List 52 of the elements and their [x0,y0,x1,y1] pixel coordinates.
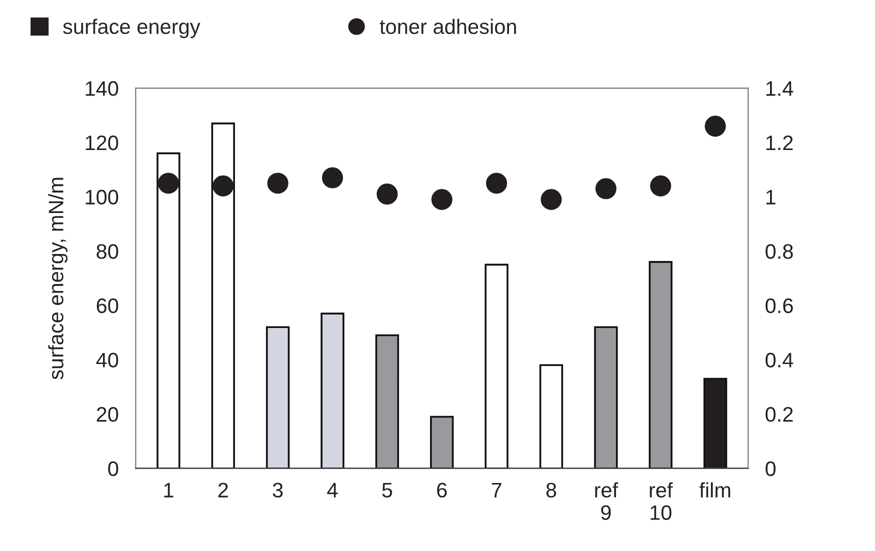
x-tick-label: 1 [164,483,174,498]
bar [594,326,618,468]
y2-tick-label: 0.2 [766,407,793,422]
y-tick-label: 100 [86,190,118,205]
point [650,175,672,196]
y-tick-label: 0 [108,461,118,476]
legend-label: toner adhesion [380,18,516,34]
y2-tick-label: 1.2 [766,135,793,150]
bar [266,326,290,468]
x-tick-label: 4 [327,483,338,498]
y2-tick-label: 1.4 [766,81,794,96]
x-tick-label: ref 9 [595,482,618,520]
x-tick-label: 2 [218,482,228,498]
point [158,172,179,194]
y2-tick-label: 0.4 [766,352,794,368]
x-tick-label: 7 [492,483,502,498]
bar [430,416,454,468]
point [595,178,616,200]
point [212,175,234,196]
x-tick-label: ref 10 [650,482,673,520]
bar [703,378,728,468]
point [540,188,562,210]
point [486,172,508,194]
bar [156,152,180,468]
point [267,172,288,194]
y-tick-label: 20 [96,407,118,422]
legend-label: surface energy [63,18,200,38]
bar [484,264,508,468]
bar [320,312,344,468]
y-tick-label: 140 [86,81,118,96]
y-tick-label: 40 [96,352,118,368]
x-tick-label: 6 [437,482,447,498]
point [431,188,452,210]
x-tick-label: film [699,482,730,498]
x-tick-label: 8 [546,482,556,498]
y2-tick-label: 0.8 [766,244,793,259]
y-tick-label: 60 [96,298,118,314]
bar [211,122,235,468]
y2-tick-label: 1 [766,190,776,204]
point [322,167,344,188]
bar [648,261,672,468]
y-tick-label: 80 [96,244,118,259]
point [376,184,398,205]
x-tick-label: 5 [382,483,392,498]
y2-tick-label: 0 [766,461,776,476]
y2-tick-label: 0.6 [766,298,793,314]
y-axis-title: surface energy, mN/m [48,178,68,380]
bar [375,334,400,468]
bar [539,364,564,468]
x-tick-label: 3 [272,482,283,498]
point [704,116,726,137]
y-tick-label: 120 [86,135,118,150]
